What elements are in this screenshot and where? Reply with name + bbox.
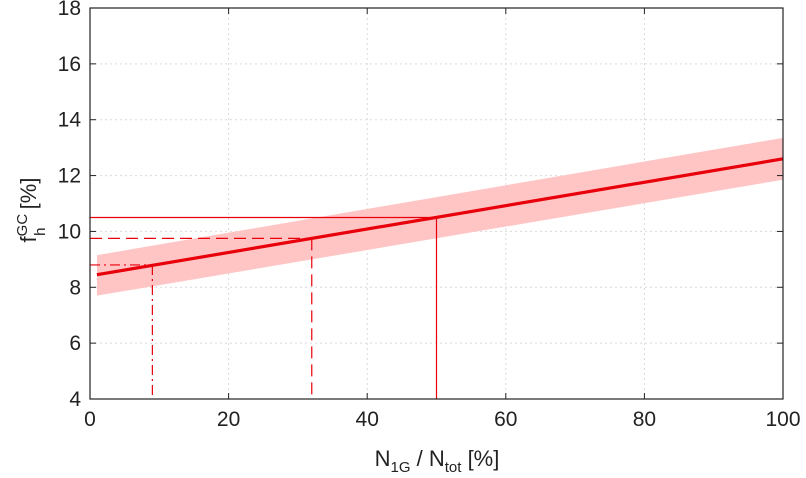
y-tick-label: 12 <box>58 165 81 188</box>
x-tick-label: 40 <box>356 408 379 431</box>
y-tick-label: 14 <box>58 109 82 132</box>
y-tick-label: 6 <box>69 332 81 355</box>
y-tick-label: 18 <box>58 0 81 20</box>
x-tick-label: 100 <box>765 408 800 431</box>
marker-lines-layer <box>90 216 438 399</box>
x-axis-title: N1G / Ntot [%] <box>375 446 500 476</box>
x-tick-label: 60 <box>494 408 517 431</box>
x-tick-label: 20 <box>217 408 240 431</box>
y-tick-label: 16 <box>58 53 81 76</box>
plot-frame <box>89 7 784 400</box>
fit-line <box>96 157 784 277</box>
y-axis-title: fGCh [%] <box>14 178 49 243</box>
axes-frame <box>89 7 784 400</box>
x-tick-label: 80 <box>633 408 656 431</box>
y-tick-label: 8 <box>69 276 81 299</box>
y-tick-label: 4 <box>69 388 81 411</box>
fit-line-layer <box>96 157 784 277</box>
y-tick-label: 10 <box>58 220 81 243</box>
tick-labels: 0 20 40 60 80 100 4 6 8 10 12 14 16 18 <box>58 0 801 431</box>
x-tick-label: 0 <box>84 408 96 431</box>
